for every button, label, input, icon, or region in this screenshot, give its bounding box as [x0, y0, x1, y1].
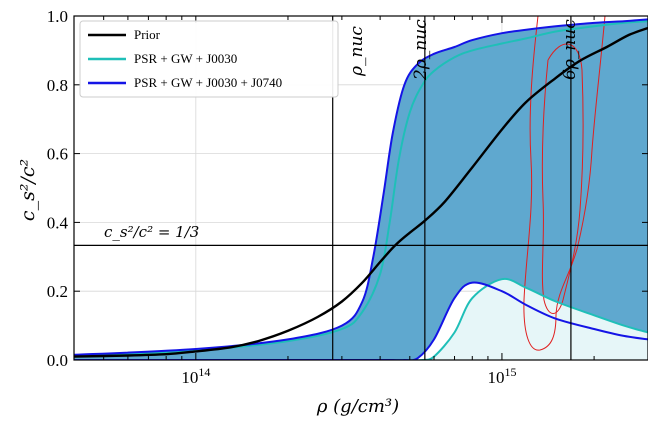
j0030-upper-line — [74, 20, 648, 357]
y-tick-label-5: 1.0 — [47, 7, 68, 26]
rho-6nuc-label: 6ρ_nuc — [560, 19, 580, 80]
x-tick-label-1: 1015 — [487, 365, 516, 387]
x-tick-label-0: 1014 — [181, 365, 210, 387]
band-j0740-fill — [74, 19, 648, 360]
legend: Prior PSR + GW + J0030 PSR + GW + J0030 … — [79, 20, 339, 98]
contour-group — [523, 16, 606, 351]
legend-label-j0030: PSR + GW + J0030 — [134, 51, 237, 66]
j0740-upper-line — [74, 18, 648, 356]
conformal-annotation: c_s²/c² = 1/3 — [104, 223, 199, 241]
y-tick-label-2: 0.4 — [47, 213, 69, 232]
contour-outer — [523, 16, 606, 351]
y-tick-label-1: 0.2 — [47, 282, 68, 301]
y-tick-label-3: 0.6 — [47, 145, 68, 164]
y-axis-label: c_s²/c² — [17, 159, 39, 221]
band-j0030-lower-fill — [74, 278, 648, 360]
j0030-lower-line — [74, 277, 648, 360]
x-axis-label: ρ (g/cm³) — [316, 396, 399, 417]
legend-label-prior: Prior — [134, 27, 161, 42]
plot-frame — [73, 15, 648, 361]
rho-nuc-label: ρ_nuc — [347, 26, 367, 77]
legend-label-j0740: PSR + GW + J0030 + J0740 — [134, 75, 282, 90]
rho-2nuc-label: 2ρ_nuc — [411, 19, 431, 81]
y-tick-label-4: 0.8 — [47, 76, 68, 95]
legend-box — [79, 20, 339, 98]
y-tick-label-0: 0.0 — [47, 351, 68, 370]
contour-inner — [541, 43, 584, 314]
